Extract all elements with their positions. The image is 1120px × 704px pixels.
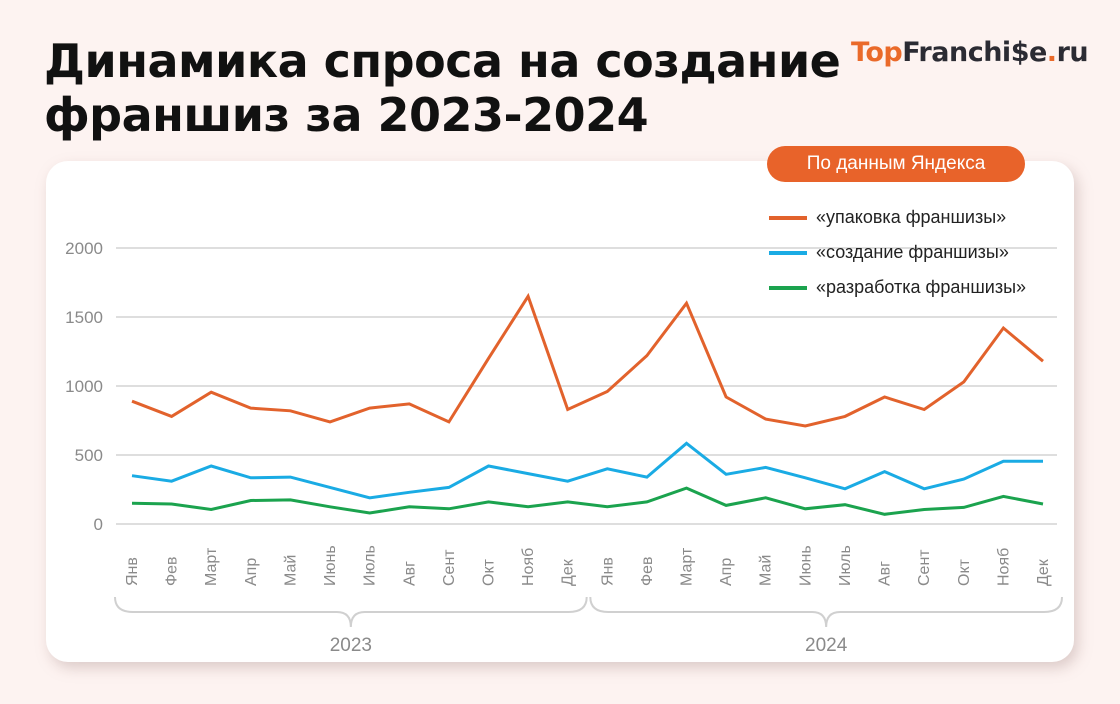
y-tick-label: 2000 bbox=[65, 239, 103, 258]
x-tick-label: Нояб bbox=[995, 548, 1012, 586]
logo-dollar-s: $ bbox=[1010, 37, 1030, 68]
y-tick-label: 1500 bbox=[65, 308, 103, 327]
x-tick-label: Нояб bbox=[520, 548, 537, 586]
x-tick-label: Апр bbox=[243, 558, 260, 586]
year-label: 2023 bbox=[330, 635, 372, 656]
x-tick-label: Июль bbox=[362, 545, 379, 586]
x-tick-label: Фев bbox=[164, 556, 181, 586]
title-line-2: франшиз за 2023-2024 bbox=[44, 88, 649, 142]
legend-label: «разработка франшизы» bbox=[816, 277, 1027, 297]
source-badge: По данным Яндекса bbox=[767, 146, 1025, 182]
x-tick-label: Сент bbox=[441, 549, 458, 586]
x-tick-label: Дек bbox=[560, 558, 577, 586]
brand-logo: TopFranchi$e.ru bbox=[851, 37, 1089, 68]
x-tick-label: Июнь bbox=[797, 545, 814, 586]
year-brace bbox=[114, 596, 588, 628]
x-tick-label: Фев bbox=[639, 556, 656, 586]
series-lines bbox=[131, 292, 1044, 516]
x-tick-label: Июнь bbox=[322, 545, 339, 586]
page-title: Динамика спроса на создание франшиз за 2… bbox=[44, 34, 841, 142]
gridlines bbox=[116, 247, 1057, 525]
x-tick-label: Май bbox=[282, 555, 299, 586]
legend-line-swatch-icon bbox=[769, 285, 807, 290]
x-tick-label: Дек bbox=[1035, 558, 1052, 586]
legend-item-1: «создание франшизы» bbox=[769, 235, 1026, 270]
x-axis-month-labels: Янв Фев Март Апр Май Июнь Июль Авг Сент Окт Нояб Де… bbox=[124, 545, 1052, 586]
x-tick-label: Авг bbox=[877, 561, 894, 586]
x-tick-label: Янв bbox=[124, 557, 141, 586]
y-tick-label: 0 bbox=[94, 515, 103, 534]
legend-item-2: «разработка франшизы» bbox=[769, 270, 1026, 305]
x-tick-label: Окт bbox=[956, 558, 973, 586]
series-line-1 bbox=[131, 441, 1043, 500]
x-tick-label: Апр bbox=[718, 558, 735, 586]
x-tick-label: Сент bbox=[916, 549, 933, 586]
y-axis-ticks: 0 500 1000 1500 2000 bbox=[65, 239, 103, 534]
y-tick-label: 1000 bbox=[65, 377, 103, 396]
x-tick-label: Янв bbox=[599, 557, 616, 586]
legend-line-swatch-icon bbox=[769, 215, 807, 220]
legend-label: «создание франшизы» bbox=[816, 242, 1009, 262]
series-line-0 bbox=[131, 292, 1044, 428]
year-label: 2024 bbox=[805, 635, 848, 656]
x-tick-label: Окт bbox=[480, 558, 497, 586]
title-line-1: Динамика спроса на создание bbox=[44, 34, 841, 88]
legend-line-swatch-icon bbox=[769, 250, 807, 255]
y-tick-label: 500 bbox=[75, 446, 103, 465]
year-brace bbox=[589, 596, 1063, 628]
x-tick-label: Март bbox=[679, 547, 696, 586]
series-line-2 bbox=[131, 486, 1044, 516]
chart-legend: «упаковка франшизы» «создание франшизы» «р… bbox=[769, 200, 1026, 305]
legend-item-0: «упаковка франшизы» bbox=[769, 200, 1026, 235]
x-tick-label: Март bbox=[203, 547, 220, 586]
year-braces: 2023 2024 bbox=[114, 596, 1063, 656]
x-tick-label: Авг bbox=[401, 561, 418, 586]
x-tick-label: Май bbox=[758, 555, 775, 586]
legend-label: «упаковка франшизы» bbox=[816, 207, 1007, 227]
chart-card bbox=[46, 161, 1074, 662]
x-tick-label: Июль bbox=[837, 545, 854, 586]
